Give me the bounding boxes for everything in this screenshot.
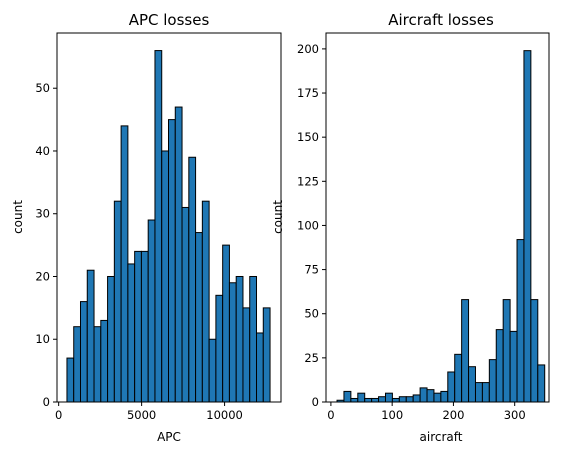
y-tick-label: 100 xyxy=(297,218,319,232)
histogram-bar xyxy=(162,151,169,402)
histogram-bar xyxy=(503,300,510,402)
histogram-bar xyxy=(482,383,489,402)
histogram-bar xyxy=(189,157,196,402)
histogram-bar xyxy=(344,391,351,402)
histogram-bar xyxy=(114,201,121,402)
histogram-bar xyxy=(155,51,162,402)
histogram-bar xyxy=(94,327,101,402)
histogram-bar xyxy=(175,107,182,402)
histogram-bar xyxy=(196,233,203,402)
histogram-bar xyxy=(392,398,399,402)
y-tick-label: 25 xyxy=(304,351,319,365)
x-tick-label: 10000 xyxy=(206,408,243,422)
y-tick-label: 0 xyxy=(312,395,319,409)
x-tick-label: 100 xyxy=(381,408,403,422)
x-tick-label: 5000 xyxy=(127,408,156,422)
histogram-bar xyxy=(420,388,427,402)
y-axis-label: count xyxy=(271,200,285,234)
apc-losses-histogram: APC losses 0 5000 10000 0 10 20 30 40 50 APC co… xyxy=(11,11,281,444)
histogram-bar xyxy=(365,398,372,402)
histogram-bar xyxy=(229,283,236,402)
bars xyxy=(67,51,270,402)
chart-title: Aircraft losses xyxy=(388,11,494,29)
histogram-bar xyxy=(216,295,223,402)
chart-title: APC losses xyxy=(129,11,210,29)
histogram-bar xyxy=(538,365,545,402)
histogram-bar xyxy=(496,330,503,402)
x-ticks: 0 5000 10000 xyxy=(55,402,243,422)
histogram-bar xyxy=(250,276,257,402)
y-tick-label: 10 xyxy=(35,332,50,346)
y-tick-label: 20 xyxy=(35,269,50,283)
histogram-bar xyxy=(257,333,264,402)
histogram-bar xyxy=(121,126,128,402)
histogram-bar xyxy=(148,220,155,402)
histogram-bar xyxy=(358,393,365,402)
y-ticks: 0 25 50 75 100 125 150 175 200 xyxy=(297,42,326,409)
x-tick-label: 0 xyxy=(55,408,62,422)
histogram-bar xyxy=(489,360,496,402)
histogram-bar xyxy=(87,270,94,402)
y-tick-label: 200 xyxy=(297,42,319,56)
histogram-bar xyxy=(141,251,148,402)
y-ticks: 0 10 20 30 40 50 xyxy=(35,81,57,409)
x-tick-label: 200 xyxy=(442,408,464,422)
x-tick-label: 0 xyxy=(327,408,334,422)
histogram-bar xyxy=(351,398,358,402)
histogram-bar xyxy=(236,276,243,402)
histogram-bar xyxy=(517,240,524,402)
histogram-bar xyxy=(243,308,250,402)
aircraft-losses-histogram: Aircraft losses 0 100 200 300 0 25 50 75 100 125… xyxy=(271,11,549,444)
histogram-bar xyxy=(510,331,517,402)
x-axis-label: aircraft xyxy=(420,430,463,444)
x-axis-label: APC xyxy=(157,430,181,444)
histogram-bar xyxy=(202,201,209,402)
histogram-bar xyxy=(448,372,455,402)
histogram-bar xyxy=(441,391,448,402)
histogram-bar xyxy=(399,397,406,402)
histogram-bar xyxy=(74,327,81,402)
histogram-bar xyxy=(531,300,538,402)
histogram-bar xyxy=(434,393,441,402)
histogram-bar xyxy=(469,367,476,402)
histogram-bar xyxy=(385,393,392,402)
histogram-bar xyxy=(67,358,74,402)
y-tick-label: 50 xyxy=(35,81,50,95)
x-tick-label: 300 xyxy=(504,408,526,422)
histogram-bar xyxy=(427,390,434,402)
histogram-bar xyxy=(169,120,176,402)
histogram-bar xyxy=(524,51,531,402)
histogram-bar xyxy=(372,398,379,402)
histogram-bar xyxy=(101,320,108,402)
histogram-bar xyxy=(406,397,413,402)
histogram-bar xyxy=(379,397,386,402)
y-tick-label: 175 xyxy=(297,86,319,100)
histogram-bar xyxy=(413,395,420,402)
histogram-bar xyxy=(263,308,270,402)
y-tick-label: 30 xyxy=(35,207,50,221)
histogram-bar xyxy=(209,339,216,402)
y-tick-label: 75 xyxy=(304,263,319,277)
histogram-bar xyxy=(108,276,115,402)
y-tick-label: 125 xyxy=(297,174,319,188)
histogram-bar xyxy=(462,300,469,402)
histogram-bar xyxy=(455,354,462,402)
y-tick-label: 150 xyxy=(297,130,319,144)
histogram-bar xyxy=(182,207,189,402)
histogram-bar xyxy=(475,383,482,402)
y-axis-label: count xyxy=(11,200,25,234)
x-ticks: 0 100 200 300 xyxy=(327,402,525,422)
y-tick-label: 50 xyxy=(304,307,319,321)
histogram-bar xyxy=(80,302,87,402)
bars xyxy=(337,51,545,402)
histogram-bar xyxy=(135,251,142,402)
histogram-bar xyxy=(128,264,135,402)
y-tick-label: 0 xyxy=(43,395,50,409)
histogram-bar xyxy=(223,245,230,402)
y-tick-label: 40 xyxy=(35,144,50,158)
